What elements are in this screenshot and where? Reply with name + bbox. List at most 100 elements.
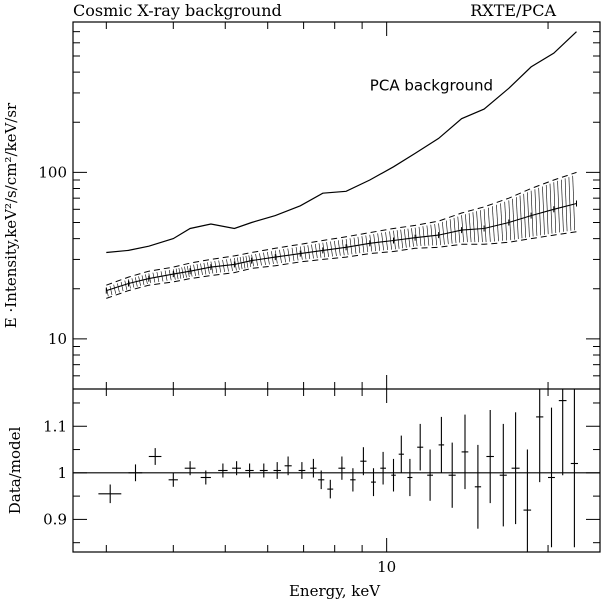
cxb-hatch-stroke — [113, 284, 116, 294]
cxb-data-line — [106, 202, 577, 292]
cxb-hatch-stroke — [534, 189, 538, 236]
cxb-hatch-stroke — [538, 187, 541, 236]
pca-background-annotation: PCA background — [370, 77, 493, 95]
plot-frame — [72, 21, 601, 553]
ratio-panel: 0.9 1 1.1 10 Data/model Energy, keV — [6, 389, 600, 600]
cxb-hatch-stroke — [457, 216, 461, 243]
cxb-hatch-stroke — [516, 197, 519, 240]
cxb-hatch-stroke — [120, 281, 124, 292]
ratio-point — [398, 435, 404, 473]
y-tick-label: 1.1 — [43, 417, 67, 435]
ratio-point — [98, 484, 122, 504]
ratio-point — [284, 456, 292, 476]
ratio-point — [298, 462, 306, 479]
ratio-point — [448, 442, 456, 508]
cxb-hatch-stroke — [512, 198, 515, 240]
y-tick-label: 10 — [48, 330, 67, 348]
cxb-hatch-stroke — [549, 183, 553, 234]
cxb-hatch-stroke — [426, 225, 430, 246]
ratio-point — [259, 463, 268, 478]
cxb-hatch-stroke — [449, 219, 453, 244]
ratio-point — [474, 444, 482, 529]
ratio-point — [523, 449, 532, 552]
intensity-panel: 10 100 PCA background E ·Intensity,keV²/s… — [2, 21, 600, 390]
cxb-hatch-stroke — [572, 175, 575, 231]
cxb-upper-bound — [106, 171, 577, 286]
ratio-point — [407, 458, 413, 497]
ratio-point — [499, 423, 507, 527]
cxb-hatch-stroke — [545, 184, 549, 235]
cxb-hatch-stroke — [557, 180, 560, 233]
ratio-point — [310, 458, 317, 478]
x-axis-label: Energy, keV — [289, 582, 381, 600]
cxb-hatch-stroke — [542, 186, 545, 235]
cxb-hatch-stroke — [527, 192, 530, 238]
ratio-point — [327, 479, 334, 499]
pca-background-line — [106, 31, 577, 254]
ratio-point — [245, 463, 254, 478]
cxb-hatch-stroke — [109, 286, 113, 296]
title-right: RXTE/PCA — [470, 1, 556, 20]
ratio-point — [417, 423, 424, 471]
cxb-hatch-stroke — [488, 207, 491, 242]
cxb-hatch-stroke — [173, 269, 176, 280]
ratio-point — [558, 389, 567, 476]
y-tick-label: 1 — [57, 464, 67, 482]
y-tick-label: 100 — [38, 163, 67, 181]
ratio-point — [218, 463, 228, 478]
cxb-hatch-stroke — [442, 221, 445, 245]
ratio-point — [350, 468, 356, 492]
cxb-hatch-stroke — [508, 200, 512, 241]
cxb-hatch-stroke — [411, 228, 414, 247]
ratio-point — [273, 462, 281, 479]
cxb-hatch-stroke — [453, 217, 457, 244]
cxb-hatch-stroke — [483, 209, 487, 243]
ratio-point — [318, 470, 325, 490]
ratio-point — [338, 456, 346, 480]
y-tick-label: 0.9 — [43, 510, 67, 528]
ratio-point — [128, 464, 143, 482]
x-tick-label: 10 — [377, 558, 396, 576]
ratio-point — [200, 470, 211, 485]
ratio-point — [148, 448, 162, 465]
y-axis-label-ratio: Data/model — [6, 427, 24, 515]
cxb-hatch-stroke — [568, 177, 572, 231]
cxb-hatch-stroke — [446, 220, 449, 245]
title-left: Cosmic X-ray background — [73, 1, 282, 20]
cxb-hatch-stroke — [476, 211, 479, 243]
cxb-hatch-stroke — [434, 223, 437, 246]
cxb-hatch-stroke — [553, 182, 557, 234]
cxb-hatch-stroke — [561, 179, 564, 232]
cxb-hatch-stroke — [519, 195, 523, 239]
ratio-point — [184, 461, 196, 476]
ratio-point — [486, 410, 494, 504]
ratio-point — [360, 447, 367, 476]
cxb-hatch-stroke — [117, 283, 120, 293]
ratio-point — [427, 449, 433, 501]
ratio-point — [536, 389, 544, 483]
cxb-hatch-stroke — [564, 178, 568, 232]
cxb-hatch-stroke — [418, 226, 422, 247]
cxb-hatch-stroke — [438, 223, 441, 246]
cxb-hatch-stroke — [492, 206, 495, 242]
ratio-point — [548, 407, 555, 548]
cxb-hatch-stroke — [124, 280, 128, 290]
cxb-hatch-stroke — [468, 213, 472, 243]
ratio-point — [371, 468, 376, 497]
cxb-hatch-stroke — [523, 193, 526, 238]
ratio-point — [168, 472, 178, 487]
cxb-hatch-stroke — [472, 212, 476, 243]
ratio-point — [391, 458, 396, 492]
cxb-lower-bound — [106, 231, 577, 299]
cxb-hatch-stroke — [465, 214, 468, 243]
ratio-point — [438, 416, 445, 473]
cxb-hatch-stroke — [414, 227, 418, 247]
cxb-hatch-stroke — [422, 226, 426, 246]
cxb-hatch-stroke — [530, 190, 534, 237]
cxb-hatch-stroke — [504, 201, 507, 241]
ratio-point — [570, 389, 578, 548]
ratio-point — [380, 451, 386, 485]
ratio-point — [232, 461, 241, 476]
y-axis-label-intensity: E ·Intensity,keV²/s/cm²/keV/sr — [2, 102, 20, 328]
